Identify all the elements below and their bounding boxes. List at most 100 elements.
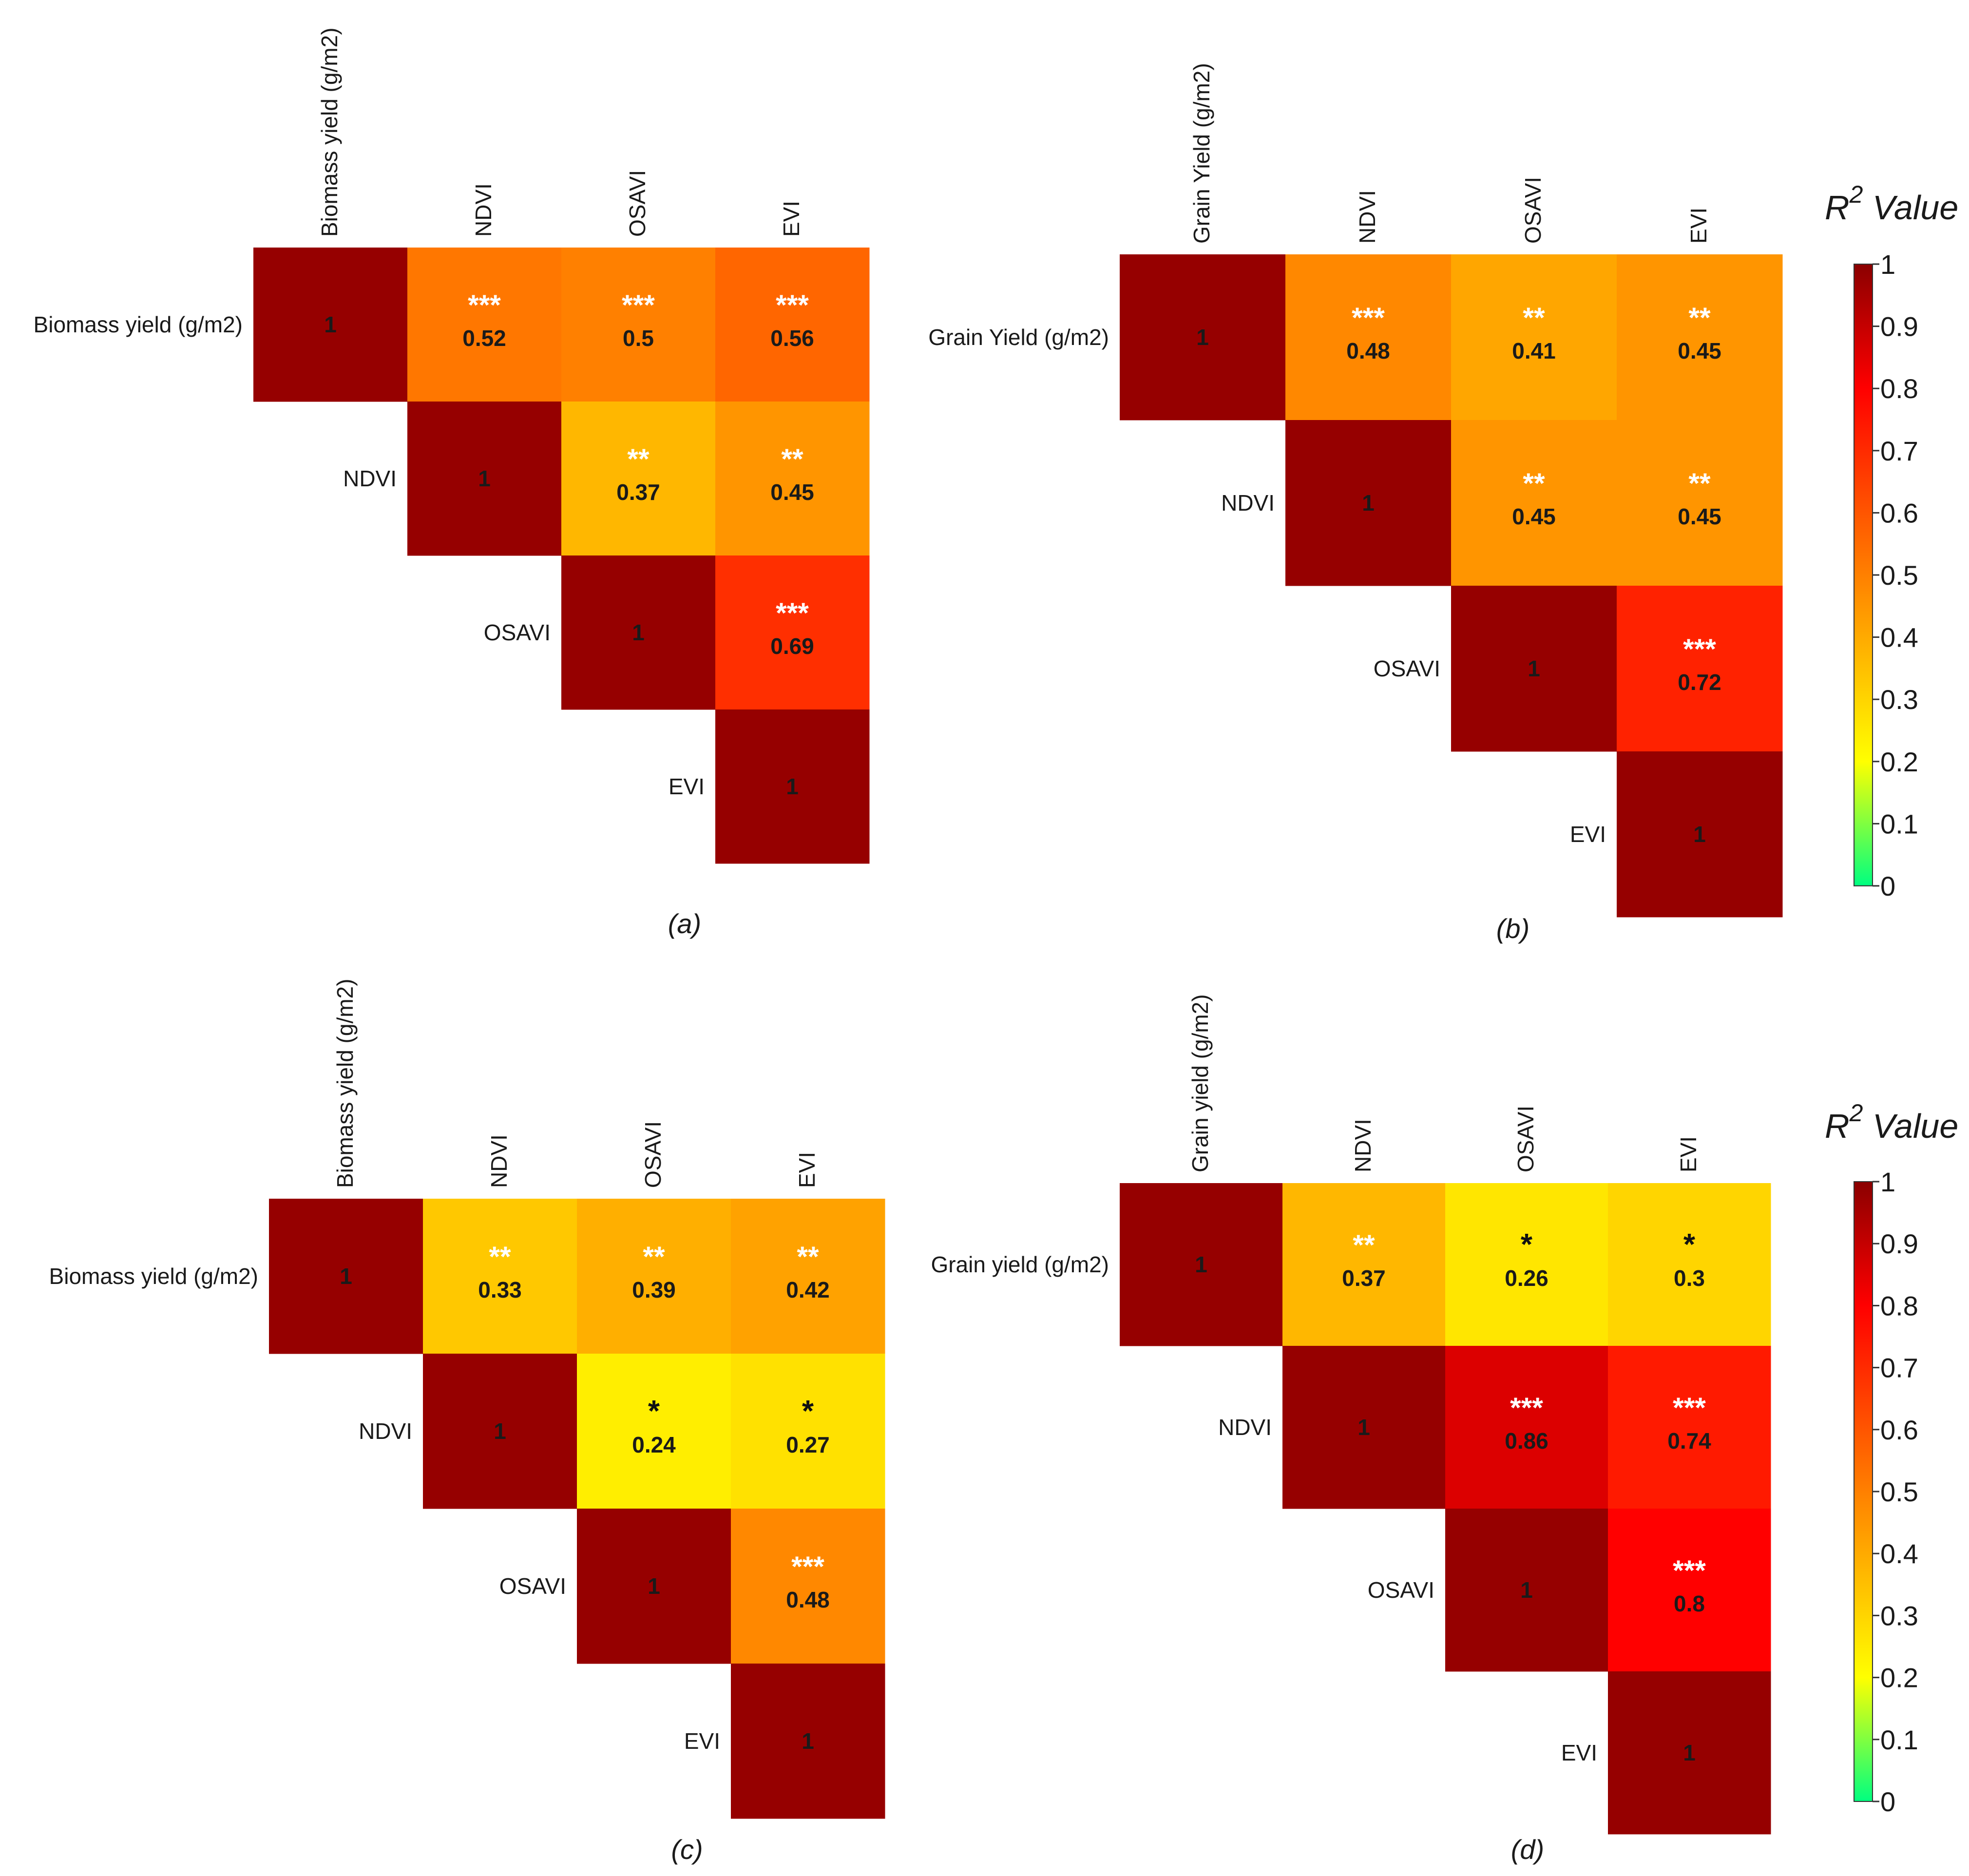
significance-stars: ** xyxy=(1688,468,1711,499)
cell-value-label: 0.45 xyxy=(770,479,814,505)
legend-tick-label: 0.7 xyxy=(1880,436,1918,466)
row-label: NDVI xyxy=(359,1418,412,1444)
row-label: EVI xyxy=(1561,1740,1597,1765)
cell-value-label: 0.48 xyxy=(786,1587,830,1612)
legend-tick-label: 0.6 xyxy=(1880,498,1918,528)
cell-value-label: 1 xyxy=(1693,822,1706,847)
row-label: Grain yield (g/m2) xyxy=(931,1252,1109,1277)
cell-value-label: 0.74 xyxy=(1667,1428,1711,1454)
row-label: OSAVI xyxy=(1374,656,1440,681)
cell-value-label: 0.3 xyxy=(1674,1265,1705,1291)
significance-stars: ** xyxy=(1523,468,1545,499)
column-label: OSAVI xyxy=(1520,177,1546,244)
significance-stars: *** xyxy=(776,289,809,321)
legend-title: R2 Value xyxy=(1825,181,1958,227)
cell-value-label: 1 xyxy=(340,1263,352,1289)
heatmap-panel-a: 1 *** 0.52 *** 0.5 *** 0.56 1 ** 0.37 ** 0.45 1 *** 0.… xyxy=(34,28,870,939)
row-label: EVI xyxy=(669,774,705,799)
significance-stars: ** xyxy=(797,1241,819,1273)
heatmap-cell xyxy=(577,1199,731,1354)
column-label: Biomass yield (g/m2) xyxy=(332,979,358,1188)
heatmap-cell xyxy=(731,1199,885,1354)
cell-value-label: 0.86 xyxy=(1505,1428,1548,1454)
cell-value-label: 0.45 xyxy=(1512,504,1556,529)
significance-stars: ** xyxy=(1523,302,1545,334)
color-legends: R2 Value00.10.20.30.40.50.60.70.80.91R2 … xyxy=(1825,181,1958,1817)
cell-value-label: 0.72 xyxy=(1678,670,1721,695)
significance-stars: ** xyxy=(781,443,803,475)
row-label: NDVI xyxy=(1218,1415,1272,1440)
cell-value-label: 1 xyxy=(478,466,491,491)
legend-tick-label: 0.2 xyxy=(1880,747,1918,777)
cell-value-label: 0.27 xyxy=(786,1432,830,1457)
legend-tick-label: 0.3 xyxy=(1880,684,1918,715)
cell-value-label: 1 xyxy=(1196,325,1209,350)
cell-value-label: 0.45 xyxy=(1678,338,1721,364)
significance-stars: ** xyxy=(643,1241,665,1273)
heatmap-cell xyxy=(1445,1183,1608,1346)
significance-stars: * xyxy=(648,1395,660,1428)
cell-value-label: 0.26 xyxy=(1505,1265,1548,1291)
heatmap-panel-c: 1**0.33**0.39**0.421*0.24*0.271***0.481B… xyxy=(49,979,885,1865)
legend-title: R2 Value xyxy=(1825,1099,1958,1145)
significance-stars: ** xyxy=(489,1241,511,1273)
cell-value-label: 1 xyxy=(1520,1577,1533,1603)
panel-caption: (a) xyxy=(668,908,701,939)
heatmap-cell xyxy=(1451,420,1617,586)
row-label: EVI xyxy=(684,1728,720,1754)
heatmap-cell xyxy=(577,1354,731,1509)
column-label: Grain yield (g/m2) xyxy=(1187,994,1213,1172)
row-label: NDVI xyxy=(343,466,397,491)
heatmap-cell xyxy=(561,248,716,402)
heatmap-cell xyxy=(1451,254,1617,421)
legend-tick-label: 0.8 xyxy=(1880,1290,1918,1321)
significance-stars: ** xyxy=(1353,1229,1375,1261)
legend-tick-label: 0.5 xyxy=(1880,560,1918,591)
column-label: NDVI xyxy=(486,1134,512,1188)
significance-stars: * xyxy=(802,1395,814,1428)
column-label: EVI xyxy=(1686,208,1711,244)
legend-tick-label: 0.8 xyxy=(1880,373,1918,404)
legend-tick-label: 0.3 xyxy=(1880,1600,1918,1631)
r2-color-legend: R2 Value 0 0.1 0.2 0.3 0.4 0.5 0.6 0.7 0.8 0.9 1 xyxy=(1825,1099,1958,1817)
row-label: Biomass yield (g/m2) xyxy=(34,312,243,337)
cell-value-label: 0.56 xyxy=(770,325,814,351)
cell-value-label: 1 xyxy=(1528,656,1540,681)
cell-value-label: 1 xyxy=(648,1573,660,1599)
heatmap-cell xyxy=(1608,1509,1771,1672)
column-label: NDVI xyxy=(1355,190,1380,244)
significance-stars: *** xyxy=(1673,1555,1706,1587)
cell-value-label: 0.42 xyxy=(786,1277,830,1302)
significance-stars: *** xyxy=(1673,1392,1706,1424)
heatmap-cell xyxy=(715,555,870,710)
row-label: EVI xyxy=(1570,822,1606,847)
cell-value-label: 0.52 xyxy=(462,325,506,351)
cell-value-label: 1 xyxy=(324,312,337,337)
significance-stars: * xyxy=(1521,1228,1533,1262)
panel-caption: (c) xyxy=(671,1834,703,1865)
heatmap-cell xyxy=(1608,1346,1771,1509)
cell-value-label: 0.8 xyxy=(1674,1591,1705,1616)
cell-value-label: 0.37 xyxy=(616,479,660,505)
significance-stars: ** xyxy=(627,443,650,475)
significance-stars: *** xyxy=(1510,1392,1543,1424)
cell-value-label: 1 xyxy=(1362,490,1375,516)
heatmap-cell xyxy=(423,1199,577,1354)
cell-value-label: 1 xyxy=(802,1728,814,1754)
heatmap-cell xyxy=(715,402,870,556)
cell-value-label: 1 xyxy=(632,620,645,645)
cell-value-label: 1 xyxy=(494,1418,506,1444)
heatmap-cell xyxy=(1617,420,1783,586)
legend-tick-label: 0.9 xyxy=(1880,311,1918,342)
row-label: OSAVI xyxy=(1368,1577,1434,1603)
row-label: OSAVI xyxy=(484,620,551,645)
figure-canvas: 1***0.52***0.5***0.561**0.37**0.451***0.… xyxy=(0,0,1969,1876)
row-label: Biomass yield (g/m2) xyxy=(49,1263,258,1289)
legend-tick-label: 1 xyxy=(1880,1167,1895,1197)
heatmap-cell xyxy=(1285,254,1452,421)
significance-stars: * xyxy=(1683,1228,1696,1262)
column-label: EVI xyxy=(1676,1136,1701,1172)
legend-tick-label: 0 xyxy=(1880,871,1895,901)
heatmap-cell xyxy=(407,248,562,402)
panel-caption: (d) xyxy=(1511,1834,1544,1865)
